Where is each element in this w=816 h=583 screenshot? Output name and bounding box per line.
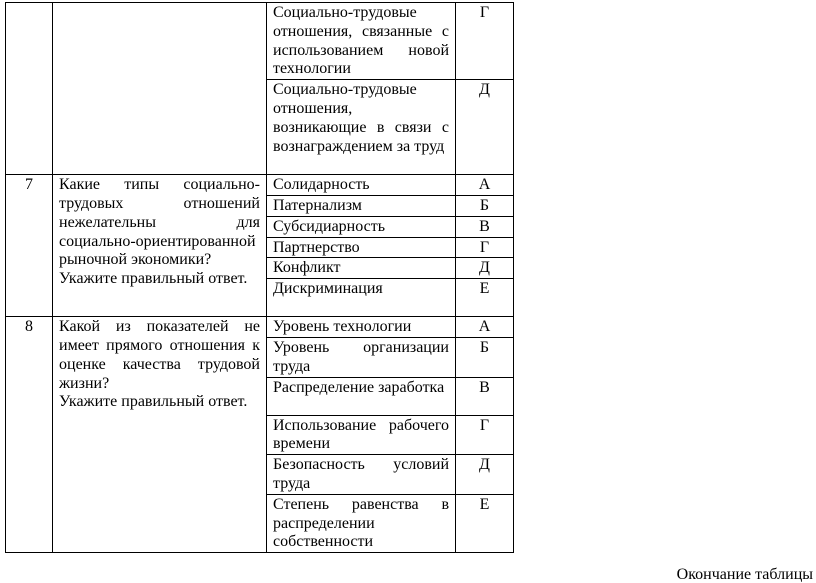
- answer-letter-cell: А: [455, 316, 514, 338]
- answer-letter-cell: Д: [455, 257, 514, 280]
- question-number-cell: 7: [5, 174, 53, 318]
- answer-option-cell: Использование рабочего времени: [266, 414, 456, 456]
- question-text: Какой из показателей не имеет прямого от…: [59, 318, 260, 392]
- answer-letter-cell: Б: [455, 336, 514, 378]
- answer-letter-cell: Д: [455, 79, 514, 176]
- table-row: Степень равенства в распределении собств…: [6, 493, 514, 554]
- answer-option-cell: Распределение зара­ботка: [266, 376, 456, 416]
- answer-option-cell: Уровень организации труда: [266, 336, 456, 378]
- table-row: Распределение зара­ботка В: [6, 376, 514, 416]
- question-text: Какие типы социально-трудовых отношений …: [59, 176, 260, 269]
- table-row: 7 Какие типы социально-трудовых отношени…: [5, 174, 514, 318]
- question-text-cell: [52, 1, 267, 176]
- answer-letter-cell: Г: [455, 414, 514, 456]
- table-end-note: Окончание таблицы: [676, 566, 813, 583]
- table-row: Использование рабочего времени Г: [6, 414, 514, 456]
- table-row: Уровень организации труда Б: [6, 336, 514, 378]
- table-row: Безопасность условий труда Д: [6, 454, 514, 495]
- answer-letter-cell: Б: [455, 194, 514, 217]
- answer-option-cell: Солидарность: [266, 174, 456, 196]
- answer-option-cell: Уровень технологии: [266, 316, 456, 338]
- answer-option-cell: Конфликт: [266, 257, 456, 280]
- table-row: 8 Какой из показателей не имеет прямого …: [5, 316, 514, 554]
- quiz-table: Социально-трудовые отношения, связанные …: [5, 1, 514, 554]
- answer-option-cell: Дискриминация: [266, 278, 456, 318]
- answer-letter-cell: Д: [455, 454, 514, 495]
- answer-option-cell: Патернализм: [266, 194, 456, 217]
- question-text-cell: Какие типы социально-трудовых отношений …: [52, 174, 267, 318]
- answer-letter-cell: В: [455, 215, 514, 238]
- table-row: Конфликт Д: [6, 257, 514, 280]
- answer-option-cell: Партнерство: [266, 236, 456, 259]
- answer-letter-cell: В: [455, 376, 514, 416]
- answer-letter-cell: Г: [455, 1, 514, 81]
- answer-option-cell: Безопасность условий труда: [266, 454, 456, 495]
- answer-option-cell: Социально-трудовые отношения, связанные …: [266, 1, 456, 81]
- answer-letter-cell: Е: [455, 493, 514, 554]
- answer-option-cell: Субсидиарность: [266, 215, 456, 238]
- answer-letter-cell: Е: [455, 278, 514, 318]
- table-row: Дискриминация Е: [6, 278, 514, 318]
- question-prompt: Укажите правильный ответ.: [59, 270, 248, 288]
- question-number-cell: 8: [5, 316, 53, 554]
- answer-letter-cell: Г: [455, 236, 514, 259]
- answer-letter-cell: А: [455, 174, 514, 196]
- answer-option-cell: Степень равенства в распределении собств…: [266, 493, 456, 554]
- table-row: Социально-трудовые отношения, связанные …: [5, 1, 514, 176]
- question-number-cell: [5, 1, 53, 176]
- table-row: Социально-трудовые отношения, возникающи…: [6, 79, 514, 176]
- answer-option-cell: Социально-трудовые отношения, возникающи…: [266, 79, 456, 176]
- question-prompt: Укажите правильный ответ.: [59, 393, 248, 411]
- question-text-cell: Какой из показателей не имеет прямого от…: [52, 316, 267, 554]
